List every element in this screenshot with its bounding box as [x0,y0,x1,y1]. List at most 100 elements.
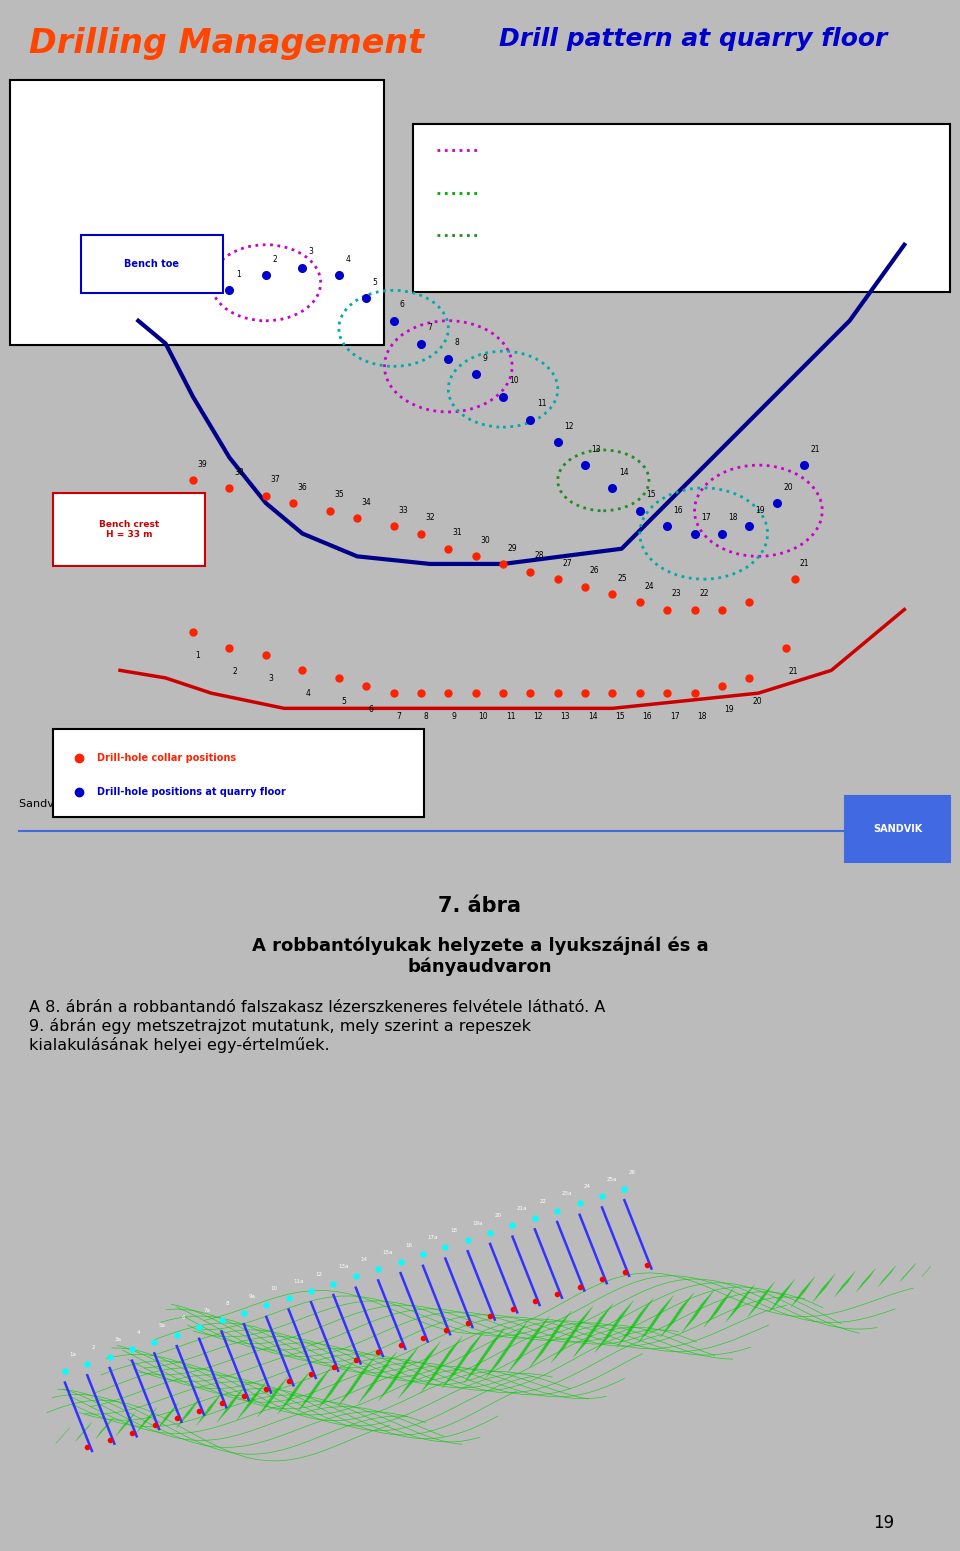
Text: 20: 20 [494,1213,502,1219]
Text: 10: 10 [271,1286,277,1292]
Text: 7. ábra: 7. ábra [439,896,521,915]
Text: 17: 17 [701,513,710,523]
Text: 13a: 13a [338,1264,348,1269]
Text: 13: 13 [591,445,601,454]
Text: 34: 34 [362,498,372,507]
Text: 27: 27 [563,558,572,568]
Text: 36: 36 [298,482,307,492]
Text: 6: 6 [181,1315,185,1320]
Text: 17: 17 [670,712,680,721]
Text: 6: 6 [400,301,405,309]
Text: 28: 28 [535,551,544,560]
FancyBboxPatch shape [845,796,950,862]
Text: 20: 20 [783,482,793,492]
Text: 14: 14 [588,712,597,721]
Text: 1: 1 [236,270,241,279]
Text: 4: 4 [346,254,350,264]
Text: Drill pattern at quarry floor: Drill pattern at quarry floor [499,26,888,51]
Text: 19a: 19a [472,1221,483,1225]
Text: 5: 5 [342,696,347,706]
Text: 11: 11 [537,399,546,408]
Text: 7a: 7a [204,1307,210,1314]
Text: 5: 5 [372,278,377,287]
Text: 12: 12 [564,422,574,431]
Text: 20: 20 [752,696,761,706]
Text: A robbantólyukak helyzete a lyukszájnál és a
bányaudvaron: A robbantólyukak helyzete a lyukszájnál … [252,937,708,976]
Text: Drill-hole positions at quarry floor: Drill-hole positions at quarry floor [97,786,286,797]
Text: Clustered shothole areas / Risk of dead pressing: Clustered shothole areas / Risk of dead … [485,146,771,155]
Text: Vacant shothole areas / Risk of toe problems: Vacant shothole areas / Risk of toe prob… [485,188,749,197]
Text: 9: 9 [482,354,487,363]
Text: 16: 16 [674,506,684,515]
Text: 39: 39 [198,461,207,468]
Text: 5a: 5a [159,1323,166,1328]
Text: 32: 32 [425,513,435,523]
Text: Bench toe: Bench toe [125,259,180,268]
Text: 10: 10 [478,712,488,721]
Text: 17a: 17a [427,1235,438,1241]
Text: 22: 22 [699,589,708,599]
Text: 4: 4 [136,1331,140,1335]
Text: 21: 21 [810,445,820,454]
Text: 14: 14 [360,1258,368,1263]
Text: 3: 3 [309,247,314,256]
Text: 3: 3 [269,675,274,682]
Text: 7: 7 [396,712,401,721]
Text: 19: 19 [756,506,765,515]
Text: 1: 1 [196,651,201,661]
Text: 15: 15 [646,490,656,499]
Text: 11a: 11a [293,1280,303,1284]
Text: 22: 22 [540,1199,546,1204]
Text: 16: 16 [642,712,652,721]
Text: Bench height: Bench height [29,109,116,121]
Text: 1a: 1a [69,1352,77,1357]
Text: Drill-hole collar positions: Drill-hole collar positions [97,752,236,763]
Text: 24: 24 [644,582,654,591]
Text: 14: 14 [619,467,629,476]
Text: Granitic gneiss: Granitic gneiss [202,292,300,306]
Text: 9: 9 [451,712,456,721]
Text: 24: 24 [584,1183,591,1190]
Text: 9a: 9a [249,1294,255,1298]
FancyBboxPatch shape [54,493,204,566]
Text: 8: 8 [226,1301,229,1306]
Text: 21: 21 [800,558,809,568]
Text: Small burden areas / Risk of flyrock: Small burden areas / Risk of flyrock [485,230,695,240]
Text: 14°: 14° [202,155,224,168]
Text: 3a: 3a [114,1337,121,1342]
Text: 18: 18 [729,513,738,523]
Text: Sandvik Mining and Construction: Sandvik Mining and Construction [19,799,204,810]
Text: 21: 21 [788,667,798,676]
Text: Rock type: Rock type [29,292,94,306]
Text: 33: 33 [398,506,408,515]
Text: 35: 35 [334,490,344,499]
Text: 18: 18 [450,1228,457,1233]
Text: 16: 16 [405,1242,412,1247]
Text: 12: 12 [316,1272,323,1276]
Text: 15: 15 [615,712,625,721]
Text: Drilling Management: Drilling Management [29,26,424,59]
Text: Ø76 mm retrac / T45: Ø76 mm retrac / T45 [202,200,337,214]
Text: 2: 2 [273,254,277,264]
Text: 15a: 15a [383,1250,394,1255]
Text: 7: 7 [427,323,432,332]
Text: 2.5 x 2.75 m²: 2.5 x 2.75 m² [202,247,289,259]
Text: 29: 29 [508,543,517,552]
Text: 30: 30 [480,537,490,544]
Text: 2: 2 [232,667,237,676]
Text: A 8. ábrán a robbantandó falszakasz lézerszkeneres felvétele látható. A
9. ábrán: A 8. ábrán a robbantandó falszakasz léze… [29,1000,605,1053]
Text: 6: 6 [369,704,373,713]
Text: 8: 8 [423,712,428,721]
Text: 11: 11 [506,712,516,721]
Text: Drill steel: Drill steel [29,200,93,214]
FancyBboxPatch shape [10,79,384,344]
Text: 26: 26 [629,1169,636,1174]
Text: 38: 38 [234,467,244,476]
FancyBboxPatch shape [54,729,423,817]
Text: 13: 13 [561,712,570,721]
Text: 18: 18 [697,712,707,721]
Text: 19: 19 [873,1514,894,1532]
Text: 26: 26 [589,566,599,575]
Text: 2: 2 [92,1345,95,1349]
Text: 19: 19 [725,704,734,713]
